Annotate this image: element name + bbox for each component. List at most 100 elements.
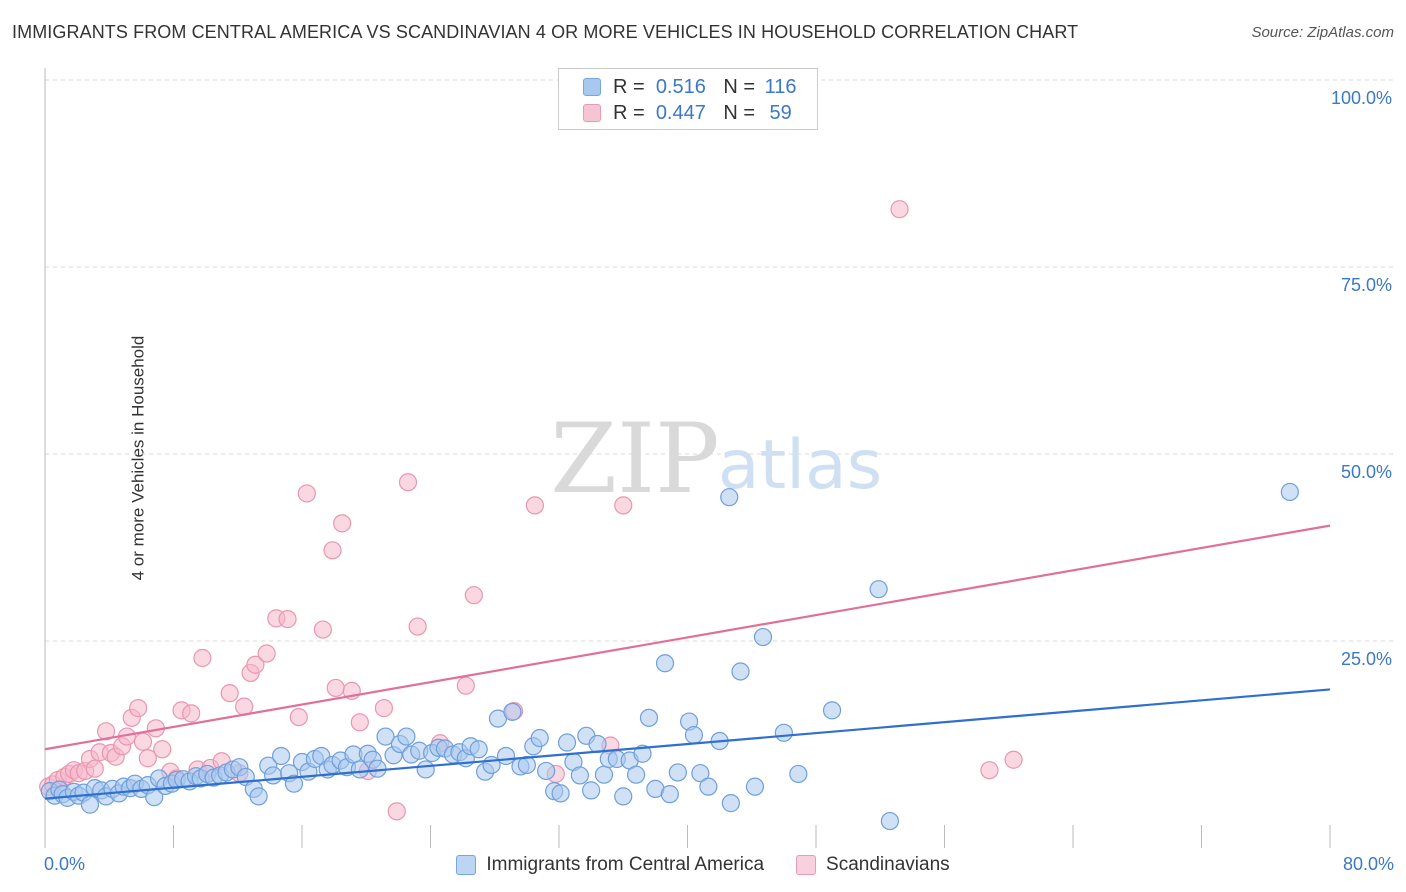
series-legend: Immigrants from Central America Scandina…	[0, 852, 1406, 878]
data-point-scandinavian	[464, 586, 483, 605]
data-point-central-america	[614, 787, 633, 806]
legend-n-label: N =	[723, 101, 756, 124]
data-point-central-america	[416, 760, 435, 779]
data-point-central-america	[660, 785, 679, 804]
trendline-scandinavians	[44, 524, 1331, 751]
legend-r-label: R =	[613, 101, 645, 124]
data-point-central-america	[684, 725, 704, 745]
data-point-scandinavian	[326, 678, 345, 698]
data-point-central-america	[272, 746, 291, 766]
series-central-america	[40, 482, 1299, 831]
source-label: Source: ZipAtlas.com	[1251, 24, 1394, 41]
data-point-central-america	[639, 708, 659, 727]
legend-r-value: 0.516	[655, 75, 706, 98]
x-tick-label: 80.0%	[1343, 854, 1394, 874]
data-point-central-america	[496, 746, 516, 766]
data-point-central-america	[626, 765, 646, 784]
data-point-scandinavian	[138, 749, 157, 768]
data-point-scandinavian	[85, 759, 104, 778]
legend-label-scandinavians: Scandinavians	[826, 854, 950, 875]
data-point-central-america	[530, 728, 549, 748]
data-point-central-america	[655, 654, 675, 673]
data-point-central-america	[594, 765, 614, 784]
data-point-scandinavian	[220, 684, 239, 703]
data-point-scandinavian	[387, 802, 406, 821]
legend-row-central-america: R = 0.516 N = 116	[583, 74, 801, 100]
data-point-central-america	[469, 740, 488, 759]
data-point-central-america	[368, 759, 387, 778]
data-point-central-america	[551, 784, 570, 803]
trendline-central-america	[44, 688, 1331, 800]
legend-n-label: N =	[723, 75, 756, 98]
data-point-central-america	[537, 761, 556, 781]
data-point-central-america	[517, 755, 536, 775]
data-point-central-america	[691, 764, 710, 783]
data-point-scandinavian	[313, 620, 332, 639]
data-point-scandinavian	[333, 514, 352, 533]
data-point-central-america	[699, 777, 718, 796]
series-scandinavians	[39, 200, 1023, 821]
data-point-central-america	[503, 702, 522, 721]
data-point-scandinavian	[257, 644, 276, 663]
data-point-central-america	[249, 787, 268, 806]
data-point-central-america	[557, 733, 577, 752]
data-point-central-america	[570, 766, 589, 785]
legend-swatch-blue	[583, 78, 601, 96]
data-point-central-america	[774, 723, 793, 742]
data-point-central-america	[1280, 482, 1299, 502]
legend-swatch-pink	[583, 104, 601, 122]
data-point-scandinavian	[278, 610, 297, 629]
data-point-central-america	[731, 662, 750, 681]
data-point-central-america	[263, 766, 283, 785]
legend-row-scandinavians: R = 0.447 N = 59	[583, 100, 801, 126]
y-tick-label: 25.0%	[1341, 649, 1392, 669]
chart-title: IMMIGRANTS FROM CENTRAL AMERICA VS SCAND…	[12, 22, 1079, 42]
data-point-central-america	[745, 777, 765, 796]
data-point-central-america	[633, 744, 652, 763]
data-point-central-america	[822, 701, 842, 720]
y-tick-label: 50.0%	[1341, 462, 1392, 482]
data-point-scandinavian	[182, 704, 201, 723]
watermark-atlas: atlas	[718, 426, 882, 505]
data-point-central-america	[721, 794, 740, 813]
data-point-scandinavian	[525, 496, 545, 515]
y-tick-label: 100.0%	[1331, 88, 1392, 108]
data-point-central-america	[869, 580, 888, 599]
data-point-central-america	[582, 781, 601, 800]
data-point-scandinavian	[890, 200, 909, 219]
legend-swatch-pink	[796, 855, 817, 875]
data-point-central-america	[397, 727, 416, 746]
data-point-scandinavian	[153, 740, 172, 759]
legend-r-label: R =	[613, 75, 645, 98]
data-point-central-america	[789, 764, 808, 784]
data-point-central-america	[753, 627, 773, 647]
watermark: ZIP atlas	[550, 403, 882, 515]
legend-label-central-america: Immigrants from Central America	[486, 854, 765, 875]
y-tick-label: 75.0%	[1341, 275, 1392, 295]
legend-n-value: 116	[764, 75, 797, 98]
data-point-scandinavian	[408, 617, 427, 636]
data-point-scandinavian	[129, 699, 148, 718]
x-tick-label: 0.0%	[44, 854, 85, 874]
data-point-scandinavian	[323, 541, 342, 560]
data-point-scandinavian	[289, 707, 308, 727]
axis-layer	[44, 68, 1331, 848]
watermark-zip: ZIP	[550, 403, 719, 515]
tick-labels: 100.0% 75.0% 50.0% 25.0% 0.0% 80.0%	[44, 88, 1394, 874]
data-point-central-america	[376, 727, 395, 746]
legend-item-scandinavians: Scandinavians	[796, 854, 950, 876]
data-point-scandinavian	[398, 473, 418, 492]
data-point-central-america	[80, 795, 100, 814]
data-point-central-america	[668, 763, 687, 782]
data-point-scandinavian	[297, 484, 316, 503]
data-point-scandinavian	[96, 722, 116, 741]
data-point-scandinavian	[456, 676, 475, 695]
data-point-central-america	[588, 734, 607, 754]
data-point-central-america	[350, 760, 369, 779]
grid-layer	[45, 79, 1395, 642]
data-point-central-america	[880, 811, 899, 831]
data-point-scandinavian	[980, 761, 999, 780]
data-point-scandinavian	[246, 655, 265, 674]
data-point-scandinavian	[133, 732, 153, 751]
